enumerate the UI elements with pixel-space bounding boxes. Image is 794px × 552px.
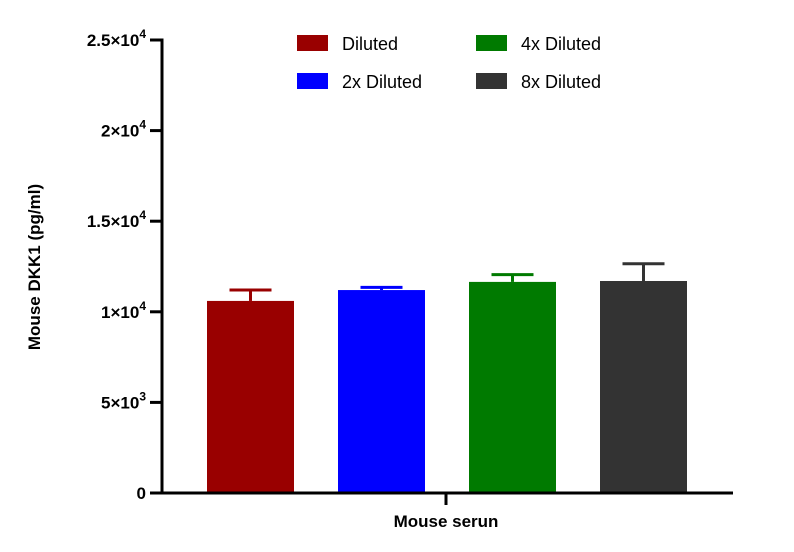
legend-label-4: 8x Diluted	[521, 72, 601, 92]
legend-label-2: 2x Diluted	[342, 72, 422, 92]
y-tick-label-base-5: 2.5×10	[87, 31, 139, 50]
y-tick-label-exponent-3: 4	[139, 208, 146, 222]
x-axis-title: Mouse serun	[394, 512, 499, 531]
legend: Diluted 2x Diluted 4x Diluted 8x Diluted	[297, 34, 601, 92]
y-tick-label-exponent-4: 4	[139, 118, 146, 132]
y-tick-label-3: 1.5×104	[87, 208, 146, 231]
y-tick-label-base-3: 1.5×10	[87, 212, 139, 231]
y-axis-title: Mouse DKK1 (pg/ml)	[25, 184, 44, 350]
y-tick-label-5: 2.5×104	[87, 27, 146, 50]
legend-swatch-2	[297, 73, 328, 89]
y-tick-label-exponent-1: 3	[139, 389, 146, 403]
bar-4	[600, 280, 687, 493]
legend-label-1: Diluted	[342, 34, 398, 54]
legend-swatch-4	[476, 73, 507, 89]
y-tick-label-2: 1×104	[101, 299, 146, 322]
y-tick-label-exponent-2: 4	[139, 299, 146, 313]
y-tick-label-4: 2×104	[101, 118, 146, 141]
y-tick-label-exponent-5: 4	[139, 27, 146, 41]
legend-swatch-1	[297, 35, 328, 51]
legend-label-3: 4x Diluted	[521, 34, 601, 54]
bar-3	[469, 281, 556, 493]
y-tick-label-base-4: 2×10	[101, 122, 139, 141]
bar-2	[338, 290, 425, 493]
y-tick-label-base-1: 5×10	[101, 393, 139, 412]
y-tick-label-1: 5×103	[101, 389, 146, 412]
bars-group	[207, 262, 687, 493]
legend-swatch-3	[476, 35, 507, 51]
y-tick-label-base-2: 1×10	[101, 303, 139, 322]
bar-1	[207, 300, 294, 493]
y-tick-label-0: 0	[137, 484, 146, 503]
x-axis	[150, 491, 733, 505]
